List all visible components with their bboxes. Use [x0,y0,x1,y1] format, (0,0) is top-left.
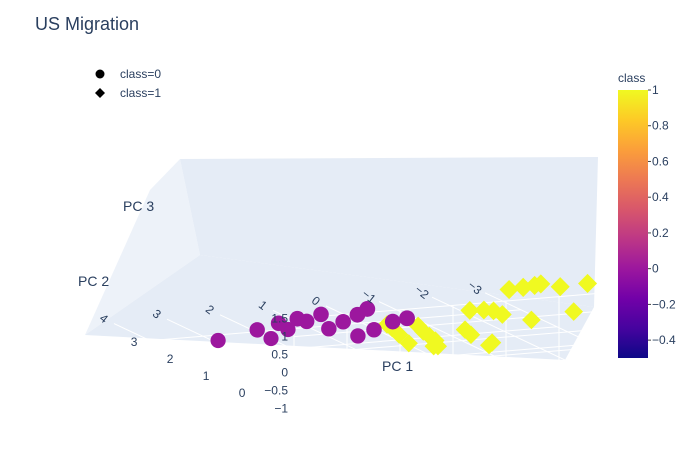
legend-label-class-1: class=1 [120,86,161,100]
data-point-class-0[interactable] [270,315,287,332]
data-point-class-0[interactable] [313,306,329,323]
grid-line [257,360,630,393]
data-point-class-0[interactable] [335,313,351,330]
z-axis: PC 3 −1 −0.5 0 0.5 1 1.5 [123,198,288,416]
y-tick-label: 0 [239,386,246,400]
colorbar-tick-label: 0.2 [652,226,669,240]
grid-line [484,292,666,379]
legend-item-class-1[interactable]: class=1 [95,86,161,100]
data-point-class-1[interactable] [482,333,502,352]
colorbar-tick-label: 0.4 [652,190,669,204]
data-marks [210,269,643,356]
x-axis-title: PC 1 [382,358,413,374]
data-point-class-0[interactable] [384,313,401,330]
grid-line [293,377,666,410]
z-axis-title: PC 3 [123,198,154,214]
legend: class=0 class=1 [95,67,161,100]
data-point-class-0[interactable] [263,330,279,347]
data-point-class-0[interactable] [321,320,337,337]
colorbar-tick-label: −0.2 [652,297,676,311]
z-tick-label: 1.5 [271,312,288,326]
z-tick-label: −1 [274,402,288,416]
data-point-class-1[interactable] [499,279,519,300]
y-axis-title: PC 2 [78,273,109,289]
data-point-class-1[interactable] [461,325,481,344]
colorbar-tick-label: 0.6 [652,154,669,168]
legend-circle-symbol [95,69,105,79]
plot-scene[interactable] [85,157,666,410]
data-point-class-0[interactable] [350,328,366,344]
colorbar-tick-label: 0.8 [652,119,669,133]
data-point-class-1[interactable] [455,320,475,339]
colorbar-tick-label: 0 [652,262,659,276]
data-point-class-0[interactable] [249,322,265,338]
chart-title: US Migration [35,14,139,34]
z-tick-label: 0.5 [271,348,288,362]
y-tick-label: 3 [131,335,138,349]
legend-label-class-0: class=0 [120,67,161,81]
legend-diamond-symbol [95,88,105,98]
grid-line [293,341,666,374]
colorbar: class 1 0.8 0.6 0.4 0.2 0 −0.2 −0.4 [618,71,676,358]
data-point-class-1[interactable] [564,302,583,321]
data-point-class-1[interactable] [420,326,439,346]
data-point-class-1[interactable] [578,273,598,293]
z-tick-label: 1 [281,330,288,344]
grid-line [185,326,558,359]
z-tick-label: 0 [281,366,288,380]
colorbar-tick-label: 1 [652,83,659,97]
colorbar-ticks: 1 0.8 0.6 0.4 0.2 0 −0.2 −0.4 [648,83,676,347]
grid-line [166,318,348,405]
data-point-class-0[interactable] [289,310,306,327]
grid-line [293,359,666,392]
data-point-class-0[interactable] [359,301,376,317]
colorbar-title: class [618,71,645,85]
grid-line [293,323,666,356]
data-point-class-0[interactable] [366,322,382,338]
colorbar-tick-label: −0.4 [652,333,676,347]
back-wall [180,157,598,307]
y-tick-label: 1 [203,369,210,383]
data-point-class-1[interactable] [460,300,480,320]
grid-line [221,343,594,376]
data-point-class-1[interactable] [513,277,533,297]
data-point-class-0[interactable] [210,332,226,349]
side-wall [85,159,200,335]
y-axis: PC 2 0 1 2 3 [78,273,246,400]
data-point-class-1[interactable] [522,310,541,330]
colorbar-gradient [618,90,648,358]
grid-line [113,323,295,410]
legend-item-class-0[interactable]: class=0 [95,67,162,81]
data-point-class-1[interactable] [474,300,494,320]
z-tick-label: −0.5 [264,384,288,398]
data-point-class-1[interactable] [550,277,570,297]
data-point-class-0[interactable] [399,310,415,327]
y-tick-label: 2 [167,352,174,366]
